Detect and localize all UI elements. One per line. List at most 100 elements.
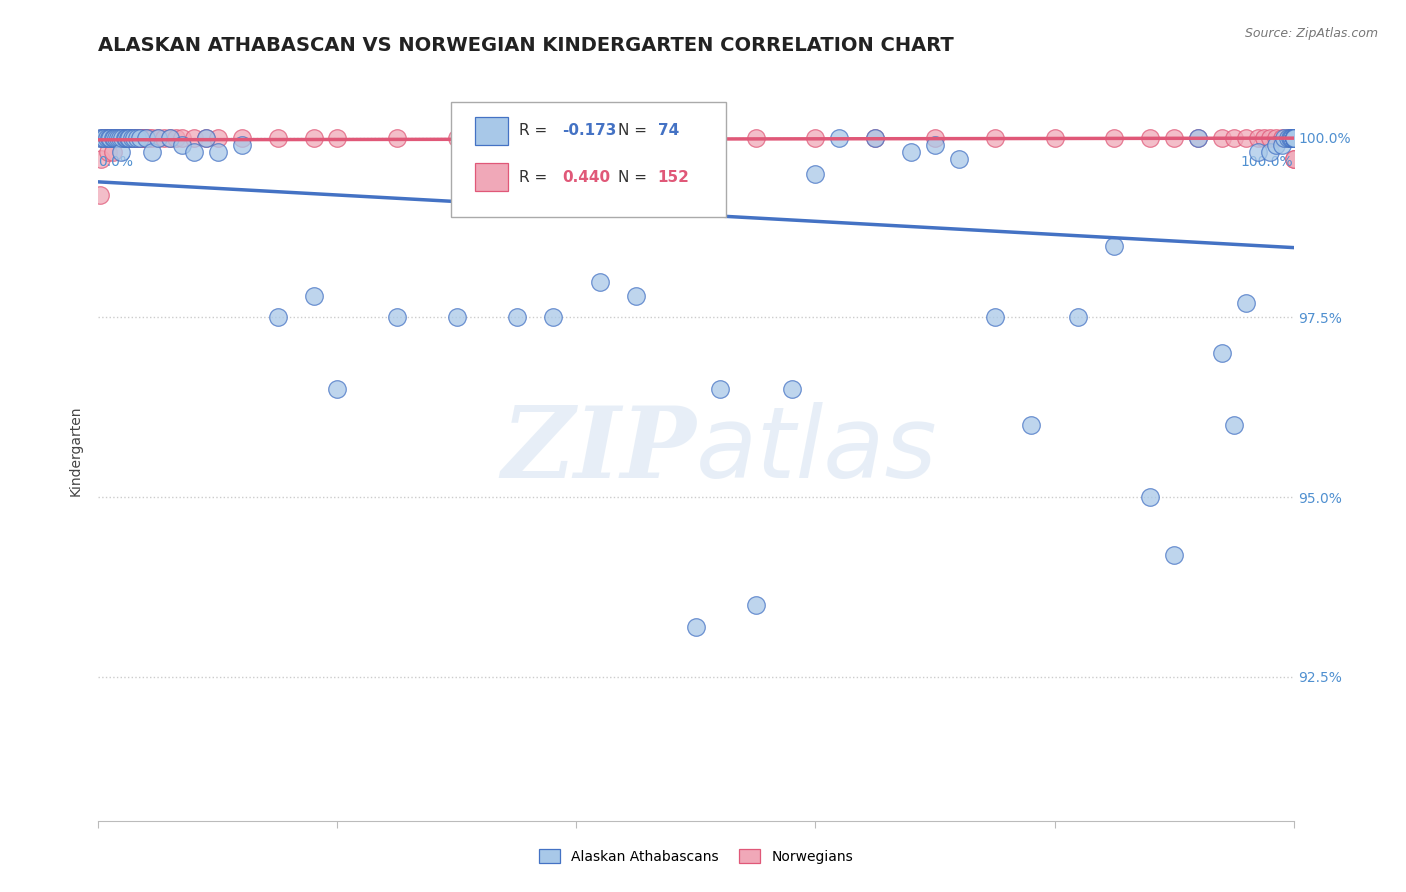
Norwegians [1282,130,1305,145]
Norwegians [1223,130,1246,145]
Alaskan Athabascans [506,310,529,325]
Norwegians [107,130,129,145]
Alaskan Athabascans [195,130,218,145]
Norwegians [97,145,120,160]
Norwegians [1282,130,1305,145]
Alaskan Athabascans [183,145,205,160]
Alaskan Athabascans [924,138,946,153]
Alaskan Athabascans [1282,130,1305,145]
Alaskan Athabascans [804,167,827,181]
Norwegians [159,130,181,145]
Norwegians [90,153,112,167]
Norwegians [1281,130,1303,145]
Alaskan Athabascans [828,130,851,145]
Norwegians [1282,130,1305,145]
Alaskan Athabascans [984,310,1007,325]
Alaskan Athabascans [1281,130,1303,145]
Norwegians [114,130,136,145]
Text: 74: 74 [658,123,679,138]
Alaskan Athabascans [118,130,141,145]
Norwegians [1282,130,1305,145]
Norwegians [1264,130,1286,145]
Alaskan Athabascans [231,138,253,153]
Norwegians [1282,130,1305,145]
Norwegians [1043,130,1066,145]
Text: R =: R = [519,169,547,185]
Alaskan Athabascans [1282,130,1305,145]
Text: 152: 152 [658,169,689,185]
Alaskan Athabascans [446,310,468,325]
Norwegians [385,130,409,145]
Norwegians [1282,130,1305,145]
FancyBboxPatch shape [475,117,509,145]
Text: N =: N = [619,123,647,138]
Alaskan Athabascans [1271,138,1294,153]
Norwegians [1282,130,1305,145]
Norwegians [1282,130,1305,145]
Text: atlas: atlas [696,402,938,499]
Alaskan Athabascans [107,130,129,145]
Alaskan Athabascans [745,598,768,612]
Alaskan Athabascans [93,130,115,145]
Norwegians [1282,130,1305,145]
Alaskan Athabascans [1272,130,1295,145]
Y-axis label: Kindergarten: Kindergarten [69,405,83,496]
Norwegians [984,130,1007,145]
Norwegians [94,130,117,145]
Norwegians [1282,130,1305,145]
Norwegians [165,130,187,145]
Norwegians [104,130,127,145]
Norwegians [1282,130,1305,145]
Norwegians [118,130,141,145]
Norwegians [172,130,194,145]
Alaskan Athabascans [541,310,564,325]
Alaskan Athabascans [780,383,803,397]
Norwegians [98,130,122,145]
Norwegians [745,130,768,145]
Norwegians [115,130,138,145]
Norwegians [1163,130,1185,145]
Norwegians [132,130,155,145]
Norwegians [127,130,149,145]
Norwegians [153,130,176,145]
Norwegians [1282,130,1305,145]
Norwegians [924,130,946,145]
Norwegians [1282,130,1305,145]
Alaskan Athabascans [685,619,707,633]
Norwegians [1282,130,1305,145]
Alaskan Athabascans [709,383,731,397]
Text: N =: N = [619,169,647,185]
Norwegians [96,130,118,145]
Norwegians [1282,130,1305,145]
Norwegians [1282,130,1305,145]
Norwegians [1282,130,1305,145]
Norwegians [1282,130,1305,145]
Alaskan Athabascans [172,138,194,153]
Norwegians [565,130,588,145]
Alaskan Athabascans [110,145,132,160]
Norwegians [128,130,150,145]
Norwegians [865,130,887,145]
Alaskan Athabascans [1264,138,1286,153]
Norwegians [1282,130,1305,145]
Alaskan Athabascans [1258,145,1281,160]
Alaskan Athabascans [115,130,138,145]
Norwegians [107,130,129,145]
Norwegians [1247,130,1270,145]
Norwegians [91,130,114,145]
Norwegians [148,130,170,145]
Norwegians [115,130,138,145]
Norwegians [1282,130,1305,145]
Alaskan Athabascans [117,130,139,145]
Alaskan Athabascans [108,130,131,145]
Norwegians [804,130,827,145]
Alaskan Athabascans [121,130,143,145]
Norwegians [120,130,142,145]
Norwegians [685,130,707,145]
Norwegians [138,130,160,145]
Alaskan Athabascans [125,130,148,145]
Norwegians [111,130,134,145]
Alaskan Athabascans [91,130,114,145]
Norwegians [135,130,157,145]
Norwegians [1282,130,1305,145]
